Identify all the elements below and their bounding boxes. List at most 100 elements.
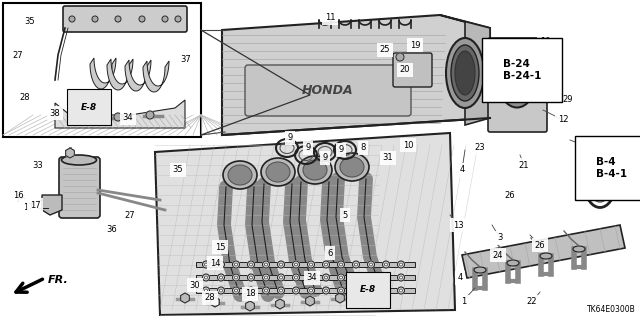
Text: B-4
B-4-1: B-4 B-4-1 [596, 157, 627, 179]
Circle shape [324, 289, 328, 292]
Text: 15: 15 [215, 242, 225, 251]
Circle shape [310, 263, 312, 266]
Polygon shape [462, 225, 625, 278]
Text: 16: 16 [13, 190, 23, 199]
Circle shape [310, 276, 312, 279]
Text: 6: 6 [327, 249, 333, 257]
Circle shape [307, 274, 314, 281]
Text: E-8: E-8 [83, 108, 98, 116]
Circle shape [202, 261, 209, 268]
Circle shape [232, 261, 239, 268]
Circle shape [205, 276, 207, 279]
Circle shape [264, 289, 268, 292]
Text: 19: 19 [410, 41, 420, 49]
Text: 37: 37 [180, 56, 191, 64]
Circle shape [324, 263, 328, 266]
Circle shape [294, 276, 298, 279]
Text: 20: 20 [400, 65, 410, 75]
Circle shape [250, 289, 253, 292]
Circle shape [353, 274, 360, 281]
Polygon shape [90, 58, 116, 89]
Text: 12: 12 [557, 115, 568, 124]
Polygon shape [42, 195, 62, 215]
Text: 34: 34 [307, 273, 317, 283]
Text: 32: 32 [582, 143, 593, 152]
Ellipse shape [303, 160, 327, 180]
Text: 17: 17 [29, 201, 40, 210]
Circle shape [278, 261, 285, 268]
Circle shape [369, 276, 372, 279]
Text: 13: 13 [452, 220, 463, 229]
Ellipse shape [61, 155, 97, 165]
Circle shape [92, 16, 98, 22]
Circle shape [397, 261, 404, 268]
Text: TK64E0300B: TK64E0300B [588, 305, 636, 314]
Circle shape [115, 16, 121, 22]
Circle shape [220, 263, 223, 266]
Circle shape [262, 274, 269, 281]
Text: E-8: E-8 [360, 286, 376, 294]
Ellipse shape [507, 260, 519, 266]
Circle shape [397, 274, 404, 281]
Ellipse shape [335, 153, 369, 181]
Text: 14: 14 [210, 258, 220, 268]
Text: 10: 10 [403, 140, 413, 150]
Text: 30: 30 [189, 280, 200, 290]
Circle shape [337, 287, 344, 294]
Text: 28: 28 [205, 293, 215, 302]
FancyBboxPatch shape [393, 53, 432, 87]
Circle shape [383, 287, 390, 294]
Circle shape [218, 287, 225, 294]
Circle shape [385, 276, 387, 279]
Circle shape [146, 111, 154, 119]
Text: 21: 21 [519, 160, 529, 169]
Circle shape [385, 263, 387, 266]
Polygon shape [155, 133, 455, 315]
Circle shape [337, 274, 344, 281]
Circle shape [262, 261, 269, 268]
Circle shape [323, 274, 330, 281]
Circle shape [218, 274, 225, 281]
Circle shape [355, 263, 358, 266]
Text: 26: 26 [534, 241, 545, 249]
Polygon shape [55, 100, 185, 128]
Circle shape [175, 16, 181, 22]
Circle shape [218, 261, 225, 268]
Text: 9: 9 [339, 145, 344, 154]
Text: 24: 24 [493, 250, 503, 259]
Circle shape [307, 287, 314, 294]
Circle shape [250, 263, 253, 266]
Ellipse shape [540, 253, 552, 259]
Text: 31: 31 [383, 153, 394, 162]
Text: 10: 10 [540, 38, 550, 47]
Circle shape [399, 263, 403, 266]
Text: 8: 8 [360, 144, 365, 152]
Text: 27: 27 [13, 50, 23, 60]
Circle shape [220, 289, 223, 292]
Circle shape [292, 261, 300, 268]
Ellipse shape [266, 162, 290, 182]
Circle shape [399, 276, 403, 279]
Circle shape [262, 287, 269, 294]
Circle shape [369, 289, 372, 292]
Circle shape [69, 16, 75, 22]
Circle shape [264, 263, 268, 266]
Text: 36: 36 [107, 226, 117, 234]
Circle shape [248, 261, 255, 268]
Circle shape [324, 276, 328, 279]
Text: 22: 22 [527, 298, 537, 307]
Circle shape [139, 16, 145, 22]
Circle shape [292, 287, 300, 294]
Text: 16: 16 [15, 196, 26, 204]
Circle shape [248, 287, 255, 294]
Text: 34: 34 [123, 114, 133, 122]
FancyBboxPatch shape [59, 157, 100, 218]
Circle shape [397, 287, 404, 294]
Text: 3: 3 [497, 234, 502, 242]
Ellipse shape [503, 59, 531, 101]
Circle shape [202, 274, 209, 281]
Text: 27: 27 [125, 211, 135, 219]
Text: 26: 26 [505, 190, 515, 199]
Circle shape [205, 263, 207, 266]
Polygon shape [143, 61, 169, 92]
